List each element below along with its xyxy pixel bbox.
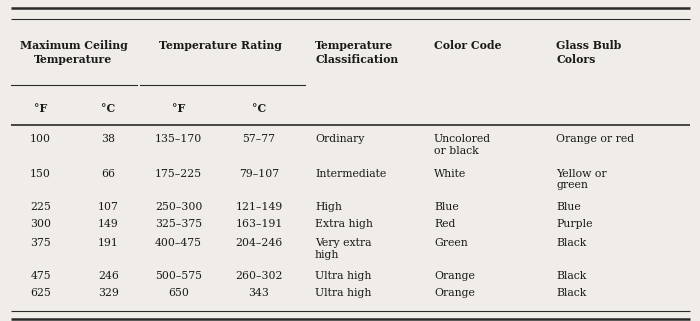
Text: Maximum Ceiling
Temperature: Maximum Ceiling Temperature: [20, 40, 127, 65]
Text: °C: °C: [252, 103, 266, 114]
Text: Orange: Orange: [434, 271, 475, 281]
Text: °F: °F: [172, 103, 185, 114]
Text: Black: Black: [556, 288, 587, 298]
Text: Extra high: Extra high: [315, 219, 373, 229]
Text: Red: Red: [434, 219, 456, 229]
Text: 260–302: 260–302: [235, 271, 283, 281]
Text: 191: 191: [98, 239, 119, 248]
Text: Blue: Blue: [434, 202, 458, 212]
Text: 625: 625: [30, 288, 51, 298]
Text: 246: 246: [98, 271, 119, 281]
Text: 121–149: 121–149: [235, 202, 283, 212]
Text: 79–107: 79–107: [239, 169, 279, 178]
Text: 343: 343: [248, 288, 270, 298]
Text: 107: 107: [98, 202, 119, 212]
Text: Black: Black: [556, 271, 587, 281]
Text: 149: 149: [98, 219, 119, 229]
Text: 175–225: 175–225: [155, 169, 202, 178]
Text: Ultra high: Ultra high: [315, 271, 372, 281]
Text: 400–475: 400–475: [155, 239, 202, 248]
Text: Temperature
Classification: Temperature Classification: [315, 40, 398, 65]
Text: 375: 375: [30, 239, 51, 248]
Text: Blue: Blue: [556, 202, 581, 212]
Text: 38: 38: [102, 134, 116, 144]
Text: 163–191: 163–191: [235, 219, 283, 229]
Text: Yellow or
green: Yellow or green: [556, 169, 607, 190]
Text: 150: 150: [30, 169, 51, 178]
Text: 500–575: 500–575: [155, 271, 202, 281]
Text: White: White: [434, 169, 466, 178]
Text: 100: 100: [30, 134, 51, 144]
Text: Intermediate: Intermediate: [315, 169, 386, 178]
Text: Orange: Orange: [434, 288, 475, 298]
Text: Ultra high: Ultra high: [315, 288, 372, 298]
Text: 650: 650: [168, 288, 189, 298]
Text: Color Code: Color Code: [434, 40, 501, 51]
Text: 204–246: 204–246: [235, 239, 283, 248]
Text: 225: 225: [30, 202, 51, 212]
Text: Glass Bulb
Colors: Glass Bulb Colors: [556, 40, 622, 65]
Text: 475: 475: [30, 271, 51, 281]
Text: 325–375: 325–375: [155, 219, 202, 229]
Text: Very extra
high: Very extra high: [315, 239, 372, 260]
Text: Uncolored
or black: Uncolored or black: [434, 134, 491, 156]
Text: 300: 300: [30, 219, 51, 229]
Text: 135–170: 135–170: [155, 134, 202, 144]
Text: Temperature Rating: Temperature Rating: [159, 40, 282, 51]
Text: Orange or red: Orange or red: [556, 134, 635, 144]
Text: Green: Green: [434, 239, 468, 248]
Text: 66: 66: [102, 169, 116, 178]
Text: Purple: Purple: [556, 219, 593, 229]
Text: 250–300: 250–300: [155, 202, 202, 212]
Text: °C: °C: [102, 103, 116, 114]
Text: °F: °F: [34, 103, 47, 114]
Text: Black: Black: [556, 239, 587, 248]
Text: 57–77: 57–77: [242, 134, 276, 144]
Text: High: High: [315, 202, 342, 212]
Text: Ordinary: Ordinary: [315, 134, 365, 144]
Text: 329: 329: [98, 288, 119, 298]
